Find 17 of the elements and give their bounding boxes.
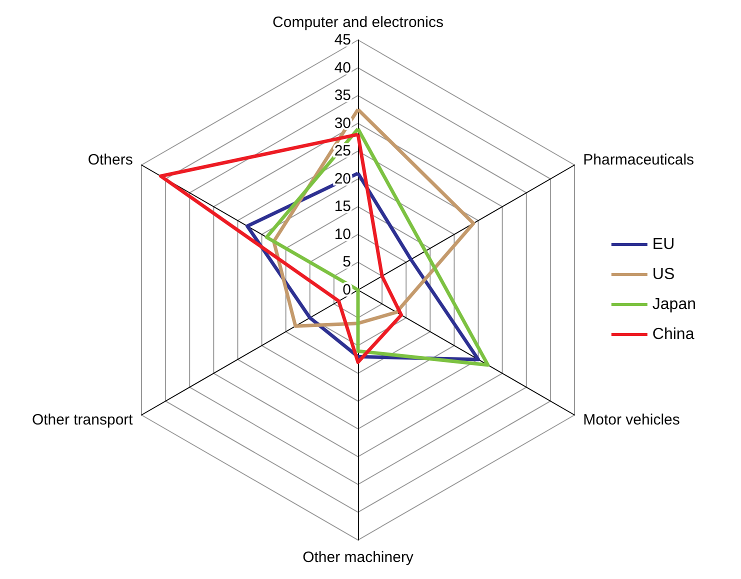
spoke-label: Pharmaceuticals bbox=[583, 152, 694, 168]
spoke-label: Other machinery bbox=[302, 549, 414, 566]
legend-label: Japan bbox=[652, 296, 696, 313]
y-tick-label: 35 bbox=[334, 87, 351, 104]
legend-label: US bbox=[652, 266, 675, 283]
y-tick-label: 45 bbox=[334, 32, 351, 48]
spoke-label: Computer and electronics bbox=[272, 14, 444, 31]
spoke-label: Others bbox=[88, 152, 133, 168]
spoke-label: Motor vehicles bbox=[583, 412, 680, 428]
legend-label: EU bbox=[652, 236, 675, 253]
y-tick-label: 40 bbox=[334, 59, 351, 76]
legend-label: China bbox=[652, 326, 694, 343]
y-tick-label: 15 bbox=[334, 198, 351, 216]
y-tick-label: 5 bbox=[342, 254, 351, 271]
y-tick-label: 0 bbox=[342, 282, 351, 298]
y-tick-label: 10 bbox=[334, 226, 351, 243]
spoke-label: Other transport bbox=[32, 412, 134, 428]
